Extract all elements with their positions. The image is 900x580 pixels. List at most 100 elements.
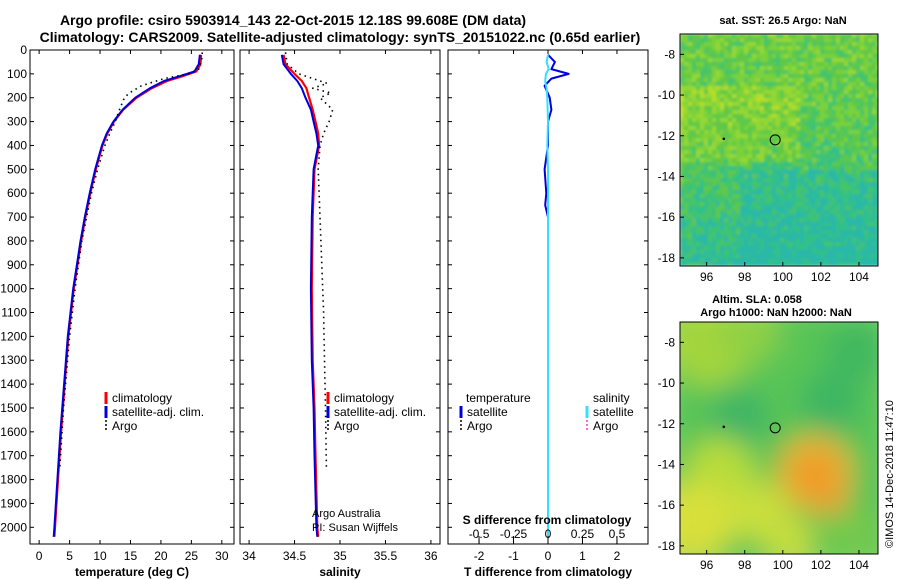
sst-cell: [800, 258, 804, 262]
sst-cell: [704, 94, 708, 98]
sst-cell: [764, 134, 768, 138]
y-tick-label: 1400: [0, 377, 27, 391]
sst-cell: [784, 110, 788, 114]
sst-cell: [792, 118, 796, 122]
sst-cell: [808, 182, 812, 186]
sla-map-frame: [679, 321, 879, 555]
sst-cell: [824, 254, 828, 258]
sst-cell: [812, 154, 816, 158]
sst-cell: [788, 170, 792, 174]
sst-cell: [692, 50, 696, 54]
sst-cell: [752, 238, 756, 242]
sst-cell: [716, 82, 720, 86]
sst-cell: [732, 158, 736, 162]
sst-cell: [832, 38, 836, 42]
sst-cell: [844, 186, 848, 190]
sst-cell: [712, 190, 716, 194]
sst-cell: [768, 166, 772, 170]
sst-cell: [788, 254, 792, 258]
sst-cell: [708, 226, 712, 230]
legend-header-temperature: temperature: [466, 391, 531, 405]
sst-cell: [844, 94, 848, 98]
sst-cell: [688, 134, 692, 138]
sst-cell: [708, 154, 712, 158]
sst-cell: [772, 234, 776, 238]
sst-cell: [728, 262, 732, 266]
sst-cell: [800, 106, 804, 110]
sst-cell: [800, 238, 804, 242]
sst-cell: [692, 238, 696, 242]
sst-cell: [860, 38, 864, 42]
sst-cell: [724, 214, 728, 218]
sla-map-title-line2: Argo h1000: NaN h2000: NaN: [700, 307, 852, 319]
sst-cell: [680, 118, 684, 122]
sst-cell: [756, 118, 760, 122]
sst-cell: [820, 202, 824, 206]
sst-cell: [712, 186, 716, 190]
sst-cell: [768, 150, 772, 154]
sst-cell: [696, 174, 700, 178]
sst-cell: [728, 66, 732, 70]
sst-cell: [864, 94, 868, 98]
sst-cell: [696, 246, 700, 250]
sst-cell: [872, 242, 876, 246]
sst-cell: [692, 90, 696, 94]
sst-cell: [796, 82, 800, 86]
sst-cell: [696, 54, 700, 58]
sst-cell: [688, 74, 692, 78]
sst-cell: [824, 42, 828, 46]
sst-cell: [696, 194, 700, 198]
sst-cell: [760, 262, 764, 266]
s-diff-tick-label: 0: [545, 527, 552, 541]
sst-cell: [824, 150, 828, 154]
sst-cell: [868, 182, 872, 186]
sst-cell: [736, 214, 740, 218]
sst-cell: [688, 194, 692, 198]
sst-cell: [852, 262, 856, 266]
sst-cell: [744, 166, 748, 170]
sst-cell: [752, 222, 756, 226]
sst-cell: [796, 142, 800, 146]
sst-cell: [736, 34, 740, 38]
sst-cell: [804, 66, 808, 70]
sst-cell: [828, 62, 832, 66]
sst-cell: [816, 142, 820, 146]
sst-cell: [724, 50, 728, 54]
sst-cell: [796, 102, 800, 106]
sst-cell: [748, 162, 752, 166]
sst-cell: [760, 46, 764, 50]
sst-cell: [852, 134, 856, 138]
sst-cell: [820, 78, 824, 82]
x-tick-label: 34.5: [283, 549, 307, 563]
sst-cell: [780, 134, 784, 138]
sst-cell: [808, 162, 812, 166]
sst-cell: [708, 186, 712, 190]
sst-cell: [796, 210, 800, 214]
sst-cell: [744, 262, 748, 266]
sst-cell: [684, 166, 688, 170]
sst-cell: [700, 102, 704, 106]
sst-cell: [864, 194, 868, 198]
sst-cell: [872, 162, 876, 166]
sst-cell: [748, 150, 752, 154]
sst-cell: [824, 258, 828, 262]
sst-cell: [764, 62, 768, 66]
sst-cell: [812, 190, 816, 194]
sst-cell: [832, 238, 836, 242]
sst-cell: [864, 178, 868, 182]
sst-cell: [788, 250, 792, 254]
sst-cell: [712, 206, 716, 210]
sst-cell: [828, 250, 832, 254]
sst-cell: [788, 182, 792, 186]
sst-cell: [848, 254, 852, 258]
sst-cell: [856, 54, 860, 58]
sst-cell: [772, 178, 776, 182]
sst-cell: [708, 230, 712, 234]
sst-cell: [692, 222, 696, 226]
sst-cell: [796, 98, 800, 102]
sst-cell: [756, 206, 760, 210]
sst-cell: [756, 246, 760, 250]
sst-cell: [724, 154, 728, 158]
sst-cell: [864, 110, 868, 114]
sst-cell: [848, 186, 852, 190]
